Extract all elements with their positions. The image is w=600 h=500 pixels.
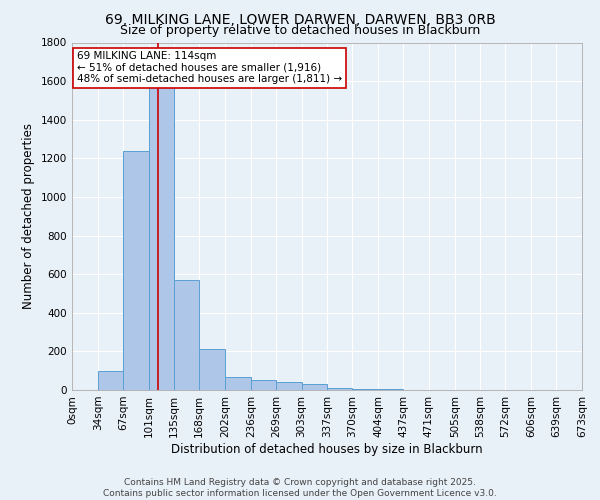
Bar — [251, 380, 276, 390]
Bar — [352, 389, 378, 390]
Bar — [302, 384, 328, 390]
Bar — [175, 280, 199, 390]
Bar — [276, 382, 302, 390]
X-axis label: Distribution of detached houses by size in Blackburn: Distribution of detached houses by size … — [171, 442, 483, 456]
Bar — [328, 388, 352, 390]
Text: 69 MILKING LANE: 114sqm
← 51% of detached houses are smaller (1,916)
48% of semi: 69 MILKING LANE: 114sqm ← 51% of detache… — [77, 51, 342, 84]
Text: Size of property relative to detached houses in Blackburn: Size of property relative to detached ho… — [120, 24, 480, 37]
Bar — [149, 62, 175, 390]
Bar — [225, 378, 251, 390]
Y-axis label: Number of detached properties: Number of detached properties — [22, 123, 35, 309]
Bar — [199, 350, 225, 390]
Bar — [123, 150, 149, 390]
Text: Contains HM Land Registry data © Crown copyright and database right 2025.
Contai: Contains HM Land Registry data © Crown c… — [103, 478, 497, 498]
Text: 69, MILKING LANE, LOWER DARWEN, DARWEN, BB3 0RB: 69, MILKING LANE, LOWER DARWEN, DARWEN, … — [104, 12, 496, 26]
Bar — [98, 370, 123, 390]
